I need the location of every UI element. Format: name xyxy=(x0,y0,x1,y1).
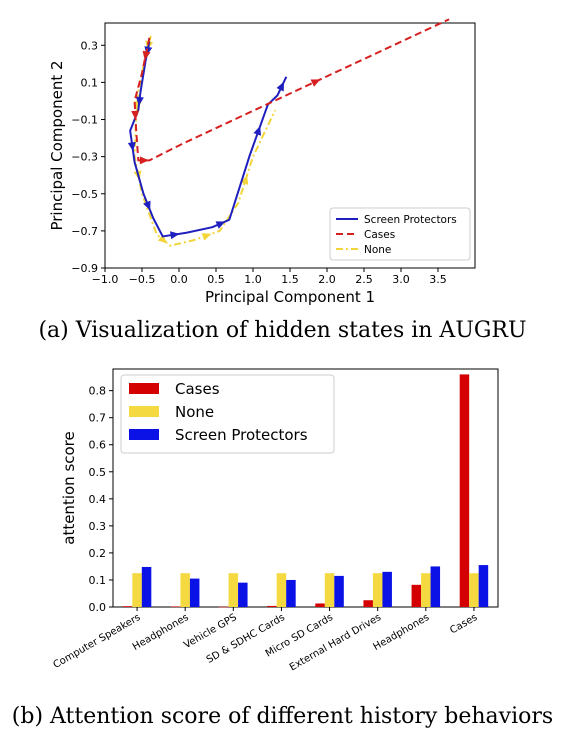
bar-cases xyxy=(219,606,229,608)
bar-screen-protectors xyxy=(238,582,248,607)
x-tick-label: 2.5 xyxy=(355,273,373,286)
series-arrow xyxy=(127,141,136,152)
legend-swatch xyxy=(129,383,159,394)
legend-label: Screen Protectors xyxy=(364,214,457,226)
bar-screen-protectors xyxy=(430,566,441,607)
x-tick-label: 3.5 xyxy=(429,273,447,286)
bar-none xyxy=(372,573,383,607)
y-tick-label: −0.5 xyxy=(71,188,98,201)
x-tick-label: 1.0 xyxy=(244,273,262,286)
x-tick-label: 0.0 xyxy=(170,273,188,286)
x-tick-label: 3.0 xyxy=(392,273,410,286)
y-tick-label: 0.5 xyxy=(89,466,107,479)
series-arrow xyxy=(131,110,140,120)
series-arrow xyxy=(240,175,249,185)
bar-none xyxy=(469,573,479,607)
legend-box xyxy=(120,374,335,454)
legend-label: None xyxy=(364,244,391,256)
x-tick-label: 0.5 xyxy=(207,273,225,286)
y-axis-label: attention score xyxy=(60,431,78,545)
bar-none xyxy=(132,573,142,607)
series-arrow xyxy=(142,50,151,61)
y-tick-label: −0.3 xyxy=(71,151,98,164)
bar-cases xyxy=(459,374,470,607)
x-axis-label: Principal Component 1 xyxy=(205,288,375,306)
bar-none xyxy=(324,573,335,607)
series-arrow xyxy=(310,79,321,87)
y-tick-label: 0.7 xyxy=(89,412,107,425)
legend-label: Cases xyxy=(364,229,395,241)
y-tick-label: 0.1 xyxy=(81,76,99,89)
legend-label: Cases xyxy=(175,380,220,398)
series-arrow xyxy=(143,200,151,211)
bar-cases xyxy=(363,600,373,607)
y-tick-label: −0.7 xyxy=(71,225,98,238)
legend-swatch xyxy=(129,429,159,440)
series-arrow xyxy=(135,96,144,106)
bar-screen-protectors xyxy=(189,578,200,607)
caption-a: (a) Visualization of hidden states in AU… xyxy=(38,318,527,343)
bar-cases xyxy=(170,606,181,608)
bar-cases xyxy=(267,605,277,607)
series-arrow xyxy=(169,231,180,240)
y-tick-label: 0.6 xyxy=(89,439,107,452)
bar-screen-protectors xyxy=(141,566,152,607)
legend-label: Screen Protectors xyxy=(175,426,308,444)
series-arrow xyxy=(215,221,226,229)
bar-none xyxy=(180,573,190,607)
x-tick-label: −0.5 xyxy=(129,273,156,286)
y-tick-label: 0.8 xyxy=(89,385,107,398)
x-tick-label: Cases xyxy=(448,612,479,636)
x-tick-label: External Hard Drives xyxy=(288,612,383,673)
x-tick-label: 2.0 xyxy=(318,273,336,286)
series-arrow xyxy=(157,234,168,244)
bar-screen-protectors xyxy=(334,575,344,607)
series-arrow xyxy=(201,233,212,241)
x-tick-label: −1.0 xyxy=(92,273,119,286)
bar-cases xyxy=(122,606,133,607)
bar-none xyxy=(276,573,287,607)
legend-swatch xyxy=(129,406,159,417)
series-line-none xyxy=(133,35,277,247)
pca-hidden-states-chart: −1.0 −0.5 0.0 0.5 1.0 1.5 2.0 2.5 3.0 3.5 −0.9 −0.7… xyxy=(48,18,476,306)
series-arrow xyxy=(139,156,149,165)
bar-screen-protectors xyxy=(286,579,296,607)
series-line-cases xyxy=(133,18,450,162)
series-arrow xyxy=(253,125,261,136)
bar-screen-protectors xyxy=(478,565,489,607)
y-tick-label: 0.3 xyxy=(81,39,99,52)
legend-label: None xyxy=(175,403,214,421)
y-tick-label: 0.2 xyxy=(89,547,107,560)
y-tick-label: 0.1 xyxy=(89,574,107,587)
series-arrow xyxy=(276,81,285,92)
y-tick-label: 0.0 xyxy=(89,601,107,614)
y-axis-label: Principal Component 2 xyxy=(48,60,66,230)
y-tick-label: −0.9 xyxy=(71,262,98,275)
y-tick-label: −0.1 xyxy=(71,114,98,127)
x-tick-label: 1.5 xyxy=(281,273,299,286)
bar-none xyxy=(228,573,239,607)
x-tick-label: Computer Speakers xyxy=(52,612,143,671)
bar-screen-protectors xyxy=(382,571,392,607)
bar-cases xyxy=(411,584,422,607)
x-tick-label: SD & SDHC Cards xyxy=(205,612,287,666)
plot-frame xyxy=(112,368,499,608)
bar-none xyxy=(421,573,431,607)
y-tick-label: 0.4 xyxy=(89,493,107,506)
bar-cases xyxy=(315,603,325,607)
y-tick-label: 0.3 xyxy=(89,520,107,533)
caption-b: (b) Attention score of different history… xyxy=(11,704,554,729)
legend-box xyxy=(329,207,471,261)
